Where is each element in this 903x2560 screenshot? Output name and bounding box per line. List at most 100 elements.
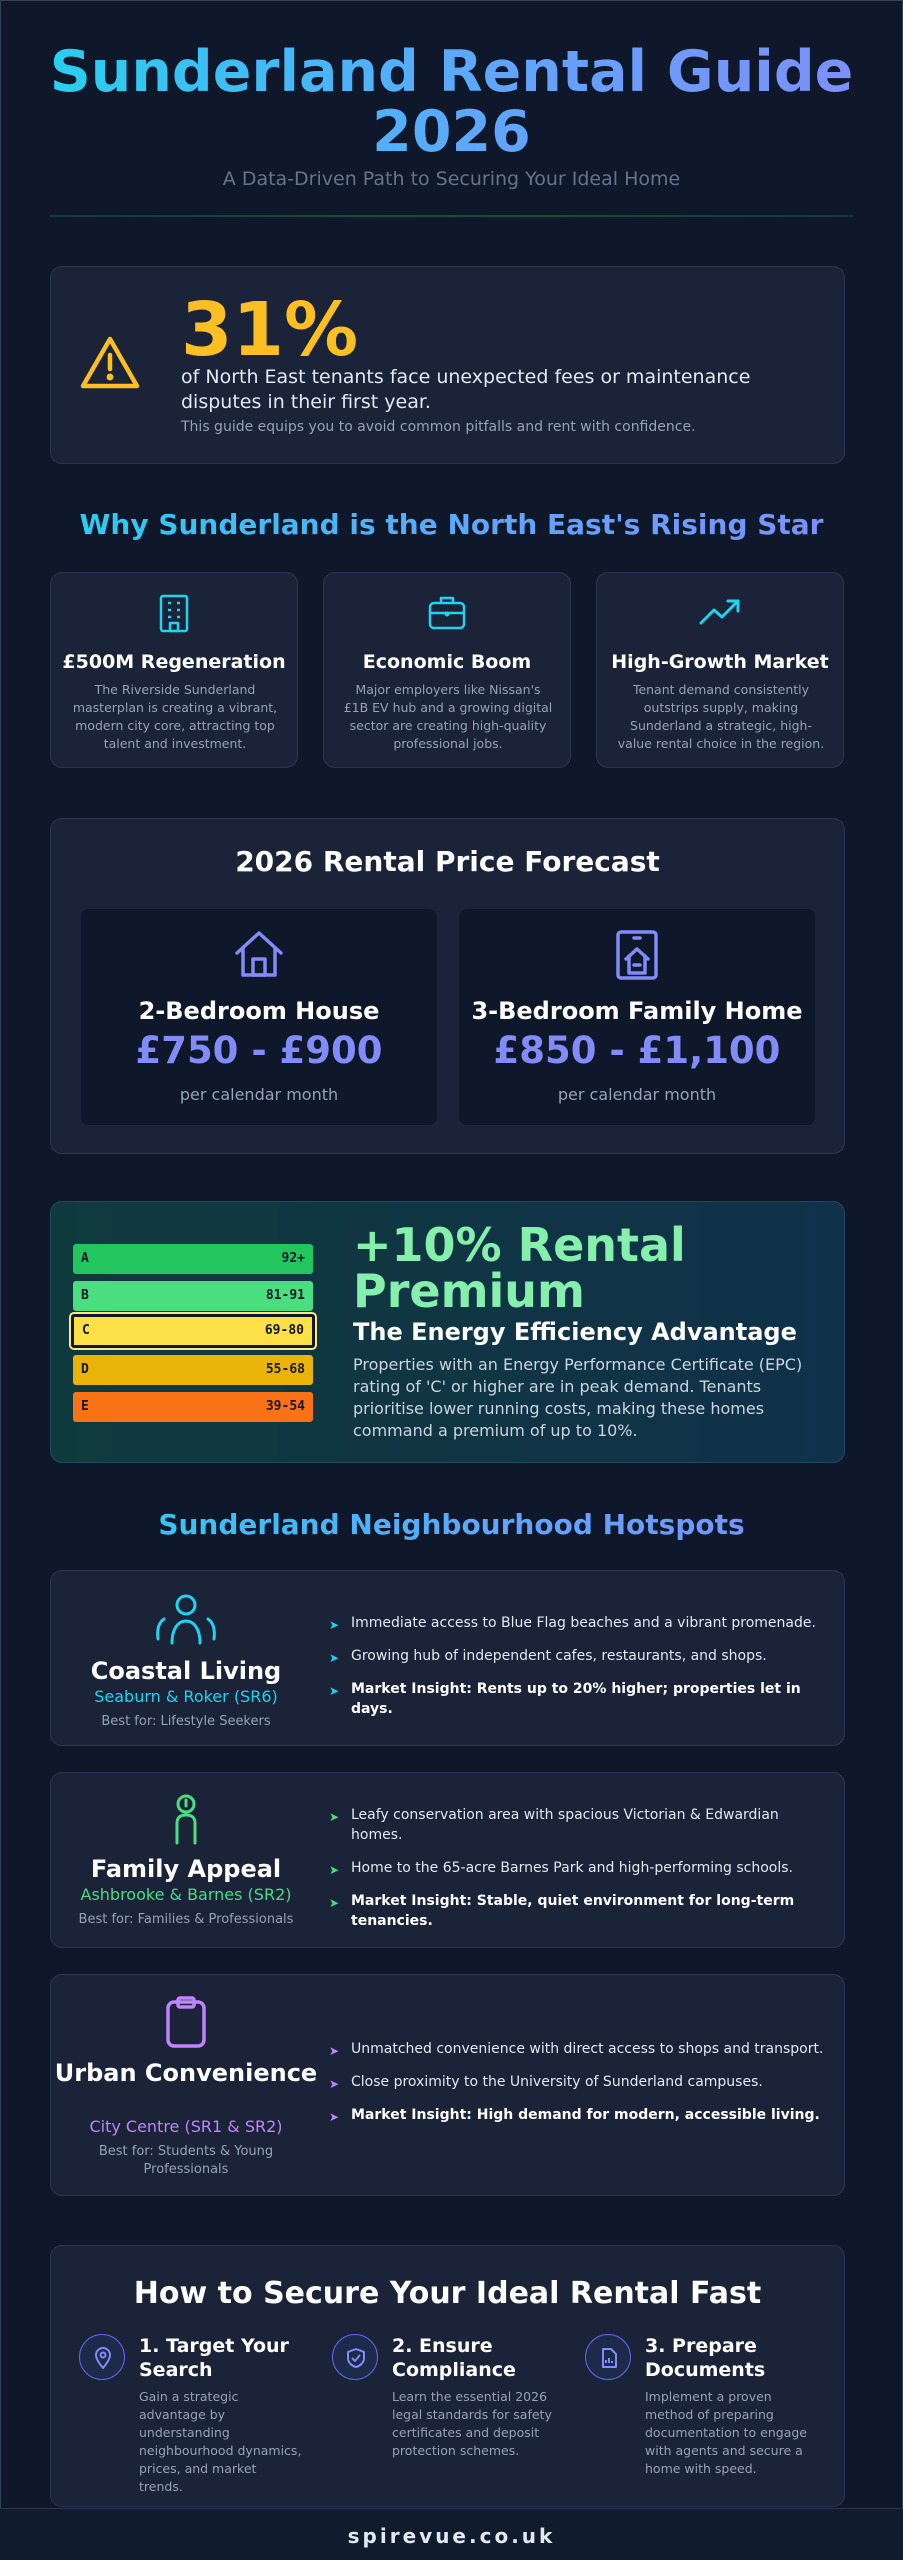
- epc-band-bar: E 39-54: [73, 1392, 313, 1422]
- briefcase-icon: [324, 593, 570, 635]
- alert-card: 31% of North East tenants face unexpecte…: [50, 266, 845, 464]
- epc-card: A 92+ B 81-91 C 69-80 D 55-68 E 39-54 +1…: [50, 1201, 845, 1463]
- hotspot-point: ➤ Leafy conservation area with spacious V…: [329, 1807, 779, 1843]
- alert-stat: 31%: [181, 287, 359, 373]
- footer: spirevue.co.uk: [0, 2508, 903, 2560]
- building-icon: [51, 593, 297, 637]
- hotspot-best-for: Best for: Families & Professionals: [78, 1912, 294, 1927]
- step-title: 1. Target Your Search: [139, 2335, 289, 2381]
- step-desc: Gain a strategic advantage by understand…: [139, 2389, 302, 2494]
- house-icon: [81, 929, 437, 983]
- epc-band-letter: E: [81, 1399, 89, 1414]
- step-desc: Learn the essential 2026 legal standards…: [392, 2389, 552, 2458]
- forecast-unit: per calendar month: [179, 1085, 339, 1104]
- steps-card: How to Secure Your Ideal Rental Fast 1. …: [50, 2245, 845, 2507]
- person-icon: [51, 1793, 321, 1849]
- epc-band-bar: D 55-68: [73, 1355, 313, 1385]
- hotspot-points: ➤ Unmatched convenience with direct acces…: [329, 2039, 829, 2125]
- hotspots-heading: Sunderland Neighbourhood Hotspots: [0, 1508, 903, 1541]
- epc-band-letter: D: [81, 1362, 89, 1377]
- hotspot-card: Urban Convenience City Centre (SR1 & SR2…: [50, 1974, 845, 2196]
- arrow-icon: ➤: [329, 1618, 340, 1632]
- target-location-icon: [79, 2334, 125, 2380]
- step-title: 3. Prepare Documents: [645, 2335, 766, 2381]
- header-divider: [50, 215, 853, 217]
- hotspot-insight: ➤ Market Insight: High demand for modern,…: [329, 2105, 829, 2125]
- hotspot-points: ➤ Leafy conservation area with spacious V…: [329, 1805, 829, 1931]
- title-line-2: 2026: [372, 99, 531, 165]
- hotspot-best-for: Best for: Students & Young Professionals: [98, 2144, 274, 2177]
- epc-headline: +10% Rental Premium: [353, 1218, 686, 1318]
- arrow-icon: ➤: [329, 1651, 340, 1665]
- epc-subheading: The Energy Efficiency Advantage: [353, 1318, 797, 1346]
- hotspot-area: City Centre (SR1 & SR2): [89, 2117, 283, 2136]
- page-title: Sunderland Rental Guide 2026: [0, 42, 903, 162]
- hotspot-point: ➤ Growing hub of independent cafes, resta…: [329, 1646, 829, 1666]
- arrow-icon: ➤: [329, 2110, 340, 2124]
- title-line-1: Sunderland Rental Guide: [49, 39, 854, 105]
- hotspot-area: Ashbrooke & Barnes (SR2): [80, 1885, 292, 1904]
- forecast-price: £750 - £900: [135, 1029, 383, 1072]
- forecast-item: 2-Bedroom House £750 - £900 per calendar…: [81, 909, 437, 1125]
- forecast-title: 2026 Rental Price Forecast: [235, 845, 660, 878]
- epc-band-bar: A 92+: [73, 1244, 313, 1274]
- footer-link[interactable]: spirevue.co.uk: [347, 2524, 556, 2548]
- hotspot-point: ➤ Unmatched convenience with direct acces…: [329, 2039, 829, 2059]
- feature-title: Economic Boom: [362, 651, 532, 673]
- hotspot-best-for: Best for: Lifestyle Seekers: [101, 1714, 271, 1729]
- arrow-icon: ➤: [329, 2077, 340, 2091]
- step-title: 2. Ensure Compliance: [392, 2335, 516, 2381]
- epc-band-letter: A: [81, 1251, 89, 1266]
- hotspot-insight: ➤ Market Insight: Stable, quiet environme…: [329, 1893, 795, 1929]
- arrow-icon: ➤: [329, 1863, 340, 1877]
- arrow-icon: ➤: [329, 2044, 340, 2058]
- step-item: 1. Target Your Search Gain a strategic a…: [79, 2334, 319, 2494]
- epc-band-range: 39-54: [265, 1399, 305, 1414]
- hotspot-area: Seaburn & Roker (SR6): [94, 1687, 278, 1706]
- step-desc: Implement a proven method of preparing d…: [645, 2389, 807, 2476]
- page-subtitle: A Data-Driven Path to Securing Your Idea…: [222, 168, 681, 190]
- epc-band-bar-selected: C 69-80: [71, 1314, 315, 1348]
- step-item: 2. Ensure Compliance Learn the essential…: [332, 2334, 572, 2494]
- steps-title: How to Secure Your Ideal Rental Fast: [133, 2276, 762, 2311]
- hotspot-point: ➤ Immediate access to Blue Flag beaches a…: [329, 1613, 829, 1633]
- forecast-label: 2-Bedroom House: [138, 997, 380, 1025]
- hotspot-point: ➤ Home to the 65-acre Barnes Park and hig…: [329, 1858, 829, 1878]
- people-icon: [51, 1593, 321, 1649]
- feature-card: £500M Regeneration The Riverside Sunderl…: [50, 572, 298, 768]
- family-home-icon: [459, 929, 815, 985]
- forecast-price: £850 - £1,100: [493, 1029, 781, 1072]
- forecast-item: 3-Bedroom Family Home £850 - £1,100 per …: [459, 909, 815, 1125]
- feature-title: High-Growth Market: [611, 651, 829, 673]
- feature-title: £500M Regeneration: [62, 651, 286, 673]
- hotspot-title: Coastal Living: [90, 1657, 282, 1685]
- warning-triangle-icon: [79, 335, 141, 395]
- feature-desc: Tenant demand consistently outstrips sup…: [617, 682, 825, 751]
- alert-text: of North East tenants face unexpected fe…: [181, 366, 751, 413]
- hotspot-title: Family Appeal: [90, 1855, 282, 1883]
- forecast-card: 2026 Rental Price Forecast 2-Bedroom Hou…: [50, 818, 845, 1154]
- document-icon: [585, 2334, 631, 2380]
- alert-note: This guide equips you to avoid common pi…: [181, 419, 696, 435]
- epc-text: Properties with an Energy Performance Ce…: [353, 1355, 803, 1440]
- hotspot-title: Urban Convenience: [54, 2059, 318, 2087]
- step-item: 3. Prepare Documents Implement a proven …: [585, 2334, 825, 2494]
- epc-band-letter: C: [82, 1323, 90, 1338]
- hotspot-insight: ➤ Market Insight: Rents up to 20% higher;…: [329, 1681, 801, 1717]
- forecast-label: 3-Bedroom Family Home: [471, 997, 803, 1025]
- arrow-icon: ➤: [329, 1684, 340, 1698]
- epc-band-range: 55-68: [265, 1362, 305, 1377]
- epc-band-letter: B: [81, 1288, 89, 1303]
- arrow-icon: ➤: [329, 1896, 340, 1910]
- feature-desc: The Riverside Sunderland masterplan is c…: [72, 682, 278, 751]
- forecast-unit: per calendar month: [557, 1085, 717, 1104]
- hotspot-point: ➤ Close proximity to the University of Su…: [329, 2072, 829, 2092]
- feature-desc: Major employers like Nissan's £1B EV hub…: [343, 682, 553, 751]
- epc-band-range: 92+: [281, 1251, 305, 1266]
- hotspot-card: Family Appeal Ashbrooke & Barnes (SR2) B…: [50, 1772, 845, 1948]
- shield-check-icon: [332, 2334, 378, 2380]
- hotspot-points: ➤ Immediate access to Blue Flag beaches a…: [329, 1613, 829, 1719]
- epc-band-bar: B 81-91: [73, 1281, 313, 1311]
- feature-card: High-Growth Market Tenant demand consist…: [596, 572, 844, 768]
- why-heading: Why Sunderland is the North East's Risin…: [0, 508, 903, 541]
